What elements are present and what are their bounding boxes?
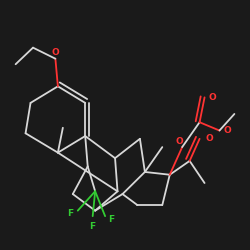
Text: O: O [208, 93, 216, 102]
Text: F: F [90, 222, 96, 231]
Text: O: O [205, 134, 213, 143]
Text: O: O [224, 126, 231, 135]
Text: O: O [176, 136, 184, 145]
Text: F: F [108, 215, 114, 224]
Text: O: O [52, 48, 59, 57]
Text: F: F [67, 209, 73, 218]
